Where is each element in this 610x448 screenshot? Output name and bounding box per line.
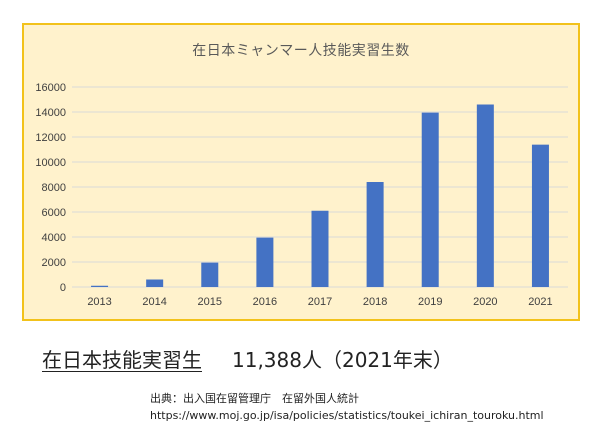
bar-2017 — [311, 210, 329, 287]
y-tick-label: 14000 — [35, 107, 66, 119]
x-axis-ticks: 2013 2014 2015 2016 2017 2018 2019 2020 2021 — [87, 296, 552, 308]
y-tick-label: 4000 — [42, 232, 66, 244]
source-label: 出典：出入国在留管理庁 在留外国人統計 — [150, 392, 359, 405]
headline-count: 11,388人（2021年末） — [232, 348, 453, 372]
bar-2020 — [476, 104, 494, 287]
bar-2021 — [531, 144, 549, 287]
x-tick-label: 2018 — [363, 296, 387, 308]
bar-2014 — [146, 279, 164, 287]
source-url: https://www.moj.go.jp/isa/policies/stati… — [150, 409, 544, 422]
bar-2013 — [91, 285, 109, 287]
y-tick-label: 2000 — [42, 257, 66, 269]
y-axis-ticks: 0 2000 4000 6000 8000 10000 12000 14000 16000 — [35, 82, 66, 294]
x-tick-label: 2017 — [308, 296, 332, 308]
y-tick-label: 0 — [60, 282, 66, 294]
y-tick-label: 16000 — [35, 82, 66, 94]
bar-2019 — [421, 112, 439, 287]
y-tick-label: 6000 — [42, 207, 66, 219]
bar-2018 — [366, 182, 384, 287]
x-tick-label: 2021 — [528, 296, 552, 308]
y-tick-label: 12000 — [35, 132, 66, 144]
x-tick-label: 2015 — [198, 296, 222, 308]
bar-chart: 0 2000 4000 6000 8000 10000 12000 14000 16000 20… — [35, 82, 568, 308]
chart-title: 在日本ミャンマー人技能実習生数 — [192, 43, 410, 59]
y-tick-label: 8000 — [42, 182, 66, 194]
bar-2015 — [201, 262, 219, 287]
y-tick-label: 10000 — [35, 157, 66, 169]
chart-frame: 在日本ミャンマー人技能実習生数 0 2000 4000 6000 8000 10000 12… — [22, 23, 580, 321]
headline-label: 在日本技能実習生 — [42, 348, 202, 372]
x-tick-label: 2019 — [418, 296, 442, 308]
x-tick-label: 2016 — [253, 296, 277, 308]
bar-2016 — [256, 237, 274, 287]
headline: 在日本技能実習生 11,388人（2021年末） — [42, 344, 453, 373]
x-tick-label: 2013 — [87, 296, 111, 308]
bars — [91, 104, 549, 287]
x-tick-label: 2014 — [142, 296, 166, 308]
x-tick-label: 2020 — [473, 296, 497, 308]
